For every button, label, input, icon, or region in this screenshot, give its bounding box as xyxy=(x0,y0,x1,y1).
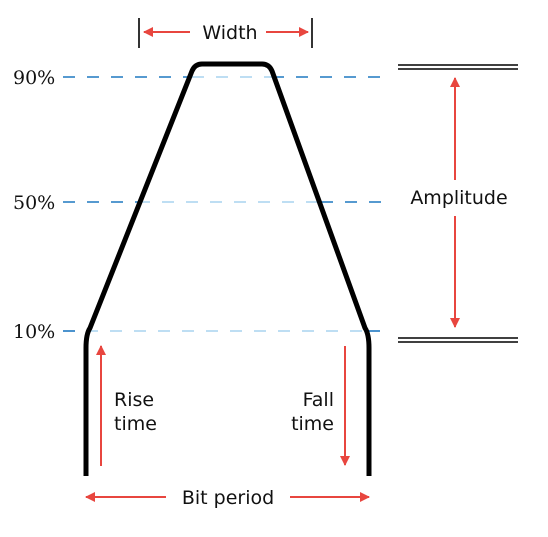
level-label-10: 10% xyxy=(13,321,55,343)
level-label-90: 90% xyxy=(13,67,55,89)
bit-period-label: Bit period xyxy=(182,487,274,509)
pulse-waveform xyxy=(83,61,372,476)
level-label-50: 50% xyxy=(13,192,55,214)
rise-time-label-line2: time xyxy=(114,413,157,435)
fall-time-label-line1: Fall xyxy=(303,389,334,411)
width-label: Width xyxy=(202,22,257,44)
rise-time-label-line1: Rise xyxy=(114,389,154,411)
fall-time-label-line2: time xyxy=(291,413,334,435)
amplitude-label: Amplitude xyxy=(410,187,507,209)
